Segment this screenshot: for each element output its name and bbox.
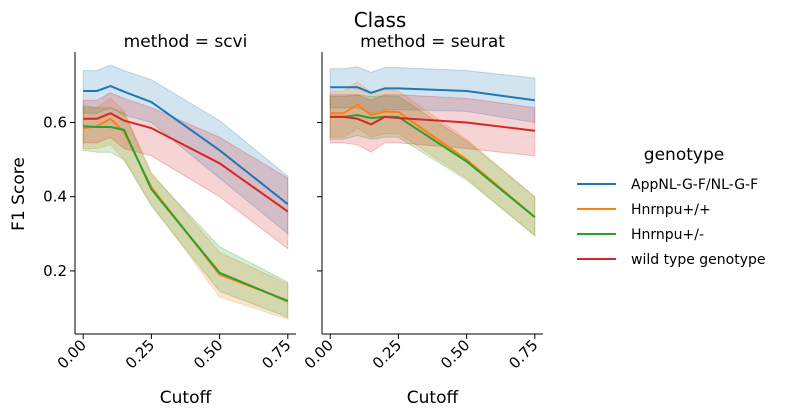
series-line-0 bbox=[330, 86, 535, 102]
facet-title-seurat: method = seurat bbox=[360, 32, 505, 52]
legend-label: wild type genotype bbox=[631, 252, 766, 268]
x-axis-label-scvi: Cutoff bbox=[160, 388, 213, 408]
series-line-3 bbox=[83, 112, 289, 213]
x-tick-label: 0.75 bbox=[258, 336, 294, 372]
series-line-0 bbox=[83, 85, 289, 205]
facet-title-scvi: method = scvi bbox=[124, 32, 248, 52]
ci-band-0 bbox=[82, 64, 289, 235]
legend-label: Hnrnpu+/- bbox=[631, 227, 704, 243]
x-tick-label: 0.50 bbox=[190, 336, 226, 372]
series-line-3 bbox=[330, 115, 535, 132]
x-tick-label: 0.25 bbox=[122, 336, 158, 372]
figure-title: Class bbox=[354, 8, 407, 32]
x-tick-label: 0.00 bbox=[301, 336, 337, 372]
series-line-2 bbox=[83, 125, 289, 303]
y-tick-label: 0.2 bbox=[43, 262, 67, 280]
x-tick-label: 0.75 bbox=[505, 336, 541, 372]
x-axis-label-seurat: Cutoff bbox=[407, 388, 460, 408]
y-axis-label: F1 Score bbox=[9, 157, 29, 231]
panel-seurat: 0.00 0.25 0.50 0.75 bbox=[301, 52, 543, 372]
ci-band-2 bbox=[329, 94, 536, 237]
legend-title: genotype bbox=[644, 145, 724, 165]
ci-band-3 bbox=[329, 94, 536, 157]
x-tick-label: 0.25 bbox=[369, 336, 405, 372]
y-tick-label: 0.6 bbox=[43, 114, 67, 132]
x-tick-label: 0.00 bbox=[54, 336, 90, 372]
legend-label: Hnrnpu+/+ bbox=[631, 202, 711, 218]
y-tick-label: 0.4 bbox=[43, 188, 67, 206]
legend: genotype AppNL-G-F/NL-G-F Hnrnpu+/+ Hnrnpu… bbox=[577, 145, 766, 268]
series-line-1 bbox=[330, 103, 536, 218]
ci-band-2 bbox=[82, 105, 289, 319]
ci-band-3 bbox=[82, 92, 289, 250]
legend-label: AppNL-G-F/NL-G-F bbox=[631, 177, 758, 193]
x-tick-label: 0.50 bbox=[437, 336, 473, 372]
panel-scvi: 0.00 0.25 0.50 0.75 0.2 0.4 0.6 bbox=[43, 52, 296, 372]
ci-band-1 bbox=[329, 81, 536, 237]
